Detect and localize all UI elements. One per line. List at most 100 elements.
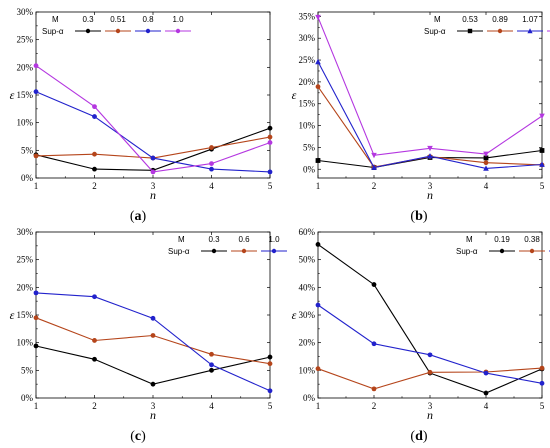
legend-row-label: Sup-α [456, 247, 478, 256]
data-point [484, 371, 489, 376]
y-tick-label: 5% [303, 142, 316, 152]
data-point [268, 140, 273, 145]
y-tick-label: 20% [299, 338, 316, 348]
x-tick-label: 5 [268, 401, 273, 411]
data-point [268, 170, 273, 175]
y-tick-label: 30% [299, 310, 316, 320]
legend-entry-marker [176, 29, 180, 33]
data-point [92, 104, 97, 109]
legend-entry-marker [116, 29, 120, 33]
legend-entry-marker [498, 29, 502, 33]
chart-panel-a: 0% 5% 10% 15% 20% 25% 30% 1 2 3 4 5 n ε M 0.3 0.51 0.8 1.0… [10, 7, 273, 224]
legend-entry-label: 1.0 [172, 15, 184, 24]
legend-entry-marker [242, 249, 246, 253]
data-point [539, 114, 545, 119]
data-point [92, 357, 97, 362]
legend-entry-marker [146, 29, 150, 33]
data-point [268, 388, 273, 393]
data-point [372, 386, 377, 391]
y-tick-label: 20% [17, 62, 34, 72]
legend-entry-marker [468, 29, 472, 33]
legend-title: M [52, 15, 59, 24]
data-point [209, 362, 214, 367]
data-point [316, 84, 321, 89]
data-point [268, 126, 273, 131]
data-point [151, 333, 156, 338]
y-tick-label: 15% [17, 90, 34, 100]
series-line [36, 128, 270, 170]
y-tick-label: 25% [17, 255, 34, 265]
y-tick-label: 40% [299, 282, 316, 292]
x-tick-label: 1 [316, 181, 321, 191]
legend-entry-marker [500, 249, 504, 253]
y-tick-label: 25% [299, 55, 316, 65]
y-tick-label: 5% [21, 365, 34, 375]
data-point [315, 59, 321, 64]
legend: M0.190.380.64Sup-α [456, 235, 550, 256]
legend-entry-label: 0.89 [492, 15, 508, 24]
legend-entry-marker [86, 29, 90, 33]
chart-panel-b: 0%5%10%15%20%25%30%35%1 2 3 4 5nεM 0.53 0.89 1.… [292, 11, 550, 224]
data-point [540, 366, 545, 371]
series-line [36, 346, 270, 384]
legend-row-label: Sup-α [424, 27, 446, 36]
data-point [268, 361, 273, 366]
y-tick-label: 5% [21, 145, 34, 155]
legend-entry-label: 0.3 [82, 15, 94, 24]
x-tick-label: 1 [34, 181, 39, 191]
y-tick-label: 50% [299, 255, 316, 265]
legend-entry-marker [212, 249, 216, 253]
data-point [428, 370, 433, 375]
data-point [151, 156, 156, 161]
data-point [540, 148, 545, 153]
data-point [268, 355, 273, 360]
series-0.3 [34, 126, 273, 173]
y-tick-label: 20% [299, 77, 316, 87]
data-point [92, 338, 97, 343]
x-tick-label: 1 [34, 401, 39, 411]
x-tick-label: 2 [372, 401, 377, 411]
series-1.07 [315, 59, 545, 171]
legend-entry-label: 0.38 [524, 235, 540, 244]
series-line [318, 62, 542, 169]
legend-entry-marker [530, 249, 534, 253]
data-point [209, 368, 214, 373]
data-point [428, 352, 433, 357]
y-tick-label: 60% [299, 227, 316, 237]
x-tick-label: 5 [268, 181, 273, 191]
x-tick-label: 4 [484, 181, 489, 191]
y-tick-label: 10% [17, 118, 34, 128]
y-tick-label: 10% [299, 121, 316, 131]
legend-entry-marker [272, 249, 276, 253]
y-axis-label: ε [292, 88, 297, 102]
panel-caption: (d) [410, 429, 427, 444]
data-point [34, 315, 39, 320]
data-point [92, 152, 97, 157]
x-tick-label: 1 [316, 401, 321, 411]
x-axis-label: n [427, 408, 433, 422]
chart-panel-c: 0% 5% 10% 15% 20% 25% 30% 1 2 3 4 5 n ε M 0.3 0.6 1.0 Sup-… [10, 227, 287, 444]
x-axis-label: n [150, 188, 156, 202]
x-tick-label: 4 [209, 181, 214, 191]
data-point [151, 382, 156, 387]
series-0.6 [34, 315, 273, 366]
data-point [34, 290, 39, 295]
legend-entry-label: 1.0 [268, 235, 280, 244]
legend-entry-label: 0.51 [110, 15, 126, 24]
legend-entry-label: 0.8 [142, 15, 154, 24]
x-tick-label: 4 [484, 401, 489, 411]
data-point [316, 303, 321, 308]
legend: M 0.3 0.51 0.8 1.0 Sup-α [42, 15, 191, 36]
y-tick-label: 25% [17, 35, 34, 45]
data-point [151, 316, 156, 321]
data-point [484, 160, 489, 165]
data-point [34, 89, 39, 94]
y-tick-label: 0% [21, 393, 34, 403]
legend-entry-label: 1.07 [522, 15, 538, 24]
series-1.44 [315, 15, 545, 158]
y-tick-label: 15% [299, 99, 316, 109]
y-axis-label: ε [292, 308, 297, 322]
y-tick-label: 10% [299, 365, 316, 375]
x-tick-label: 2 [372, 181, 377, 191]
legend-entry-label: 0.53 [462, 15, 478, 24]
